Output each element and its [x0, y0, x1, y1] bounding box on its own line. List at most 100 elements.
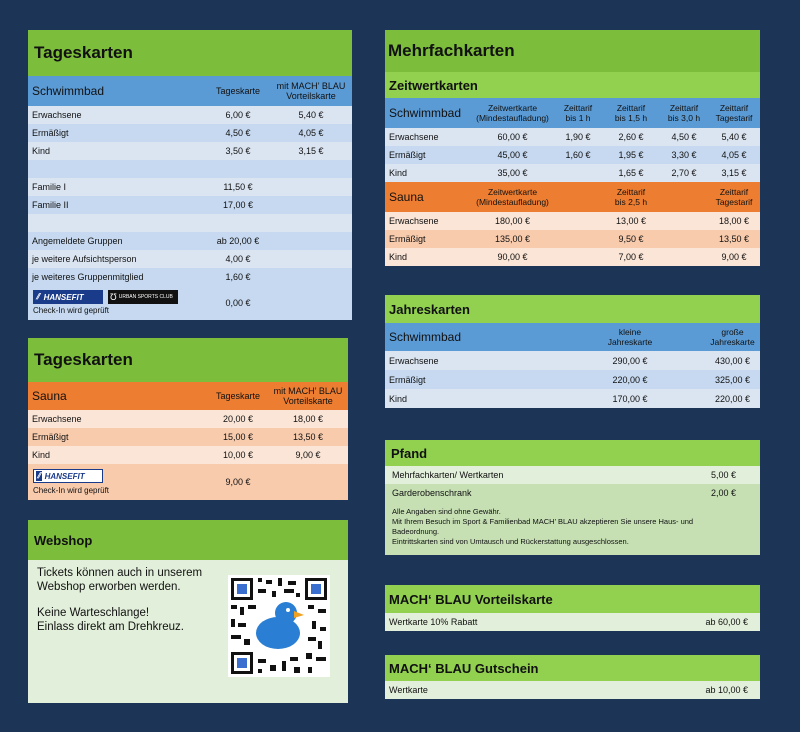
row-label: Familie II: [32, 200, 69, 210]
vorteilskarte-panel: MACH‘ BLAU Vorteilskarte Wertkarte 10% R…: [385, 585, 760, 631]
webshop-line2: Webshop erworben werden.: [37, 581, 181, 593]
hansefit-icon: ⫽: [36, 292, 40, 301]
price-row: Kind 3,50 € 3,15 €: [28, 142, 352, 160]
price-row: Erwachsene 180,00 € 13,00 € 18,00 €: [385, 212, 760, 230]
row-value: 180,00 €: [494, 216, 531, 226]
row-tageskarte: 4,50 €: [225, 128, 251, 138]
tageskarten-sauna-title: Tageskarten: [28, 338, 348, 382]
price-row: Garderobenschrank 2,00 €: [385, 484, 760, 502]
row-label: Angemeldete Gruppen: [32, 236, 123, 246]
price-row: Ermäßigt 135,00 € 9,50 € 13,50 €: [385, 230, 760, 248]
qr-code-icon[interactable]: [228, 575, 330, 677]
price-row: Kind 10,00 € 9,00 €: [28, 446, 348, 464]
row-label: Kind: [389, 393, 408, 404]
sauna-header-label: Sauna: [32, 389, 67, 403]
row-kleine: 290,00 €: [612, 355, 648, 366]
row-value: 13,50 €: [718, 234, 750, 244]
pfand-note4: Eintrittskarten sind von Umtausch und Rü…: [392, 537, 629, 546]
webshop-line1: Tickets können auch in unserem: [37, 567, 203, 579]
price-row: Kind 35,00 € 1,65 € 2,70 € 3,15 €: [385, 164, 760, 182]
gutschein-label: Wertkarte: [389, 685, 428, 695]
hansefit-logo: ⫽ HANSEFIT: [33, 290, 103, 304]
price-row: je weitere Aufsichtsperson 4,00 €: [28, 250, 352, 268]
col-grosse: große Jahreskarte: [710, 327, 755, 347]
row-tageskarte: 1,60 €: [225, 272, 251, 282]
row-label: Familie I: [32, 182, 67, 192]
schwimmbad-header-row: Schwimmbad Tageskarte mit MACH’ BLAU Vort…: [28, 76, 352, 106]
schwimmbad-rows: Erwachsene 6,00 € 5,40 € Ermäßigt 4,50 € 4,05…: [28, 106, 352, 286]
vorteilskarte-row: Wertkarte 10% Rabatt ab 60,00 €: [385, 613, 760, 631]
mehrfach-sauna-label: Sauna: [389, 190, 424, 204]
row-tageskarte: ab 20,00 €: [216, 236, 260, 246]
col-zeittarif-15h: Zeittarif bis 1,5 h: [614, 103, 648, 123]
col-tagestarif: Zeittarif Tagestarif: [715, 187, 753, 207]
price-row: Erwachsene 20,00 € 18,00 €: [28, 410, 348, 428]
schwimmbad-header-label: Schwimmbad: [32, 84, 105, 98]
pfand-notes: Alle Angaben sind ohne Gewähr. Mit Ihrem…: [385, 502, 760, 552]
vorteilskarte-title: MACH‘ BLAU Vorteilskarte: [385, 585, 760, 613]
row-value: 1,90 €: [565, 132, 591, 142]
vorteilskarte-value: ab 60,00 €: [705, 617, 748, 627]
row-tageskarte: 10,00 €: [222, 450, 254, 460]
col-kleine: kleine Jahreskarte: [607, 327, 653, 347]
sauna-rows: Erwachsene 20,00 € 18,00 € Ermäßigt 15,00 € 1…: [28, 410, 348, 464]
row-tageskarte: 3,50 €: [225, 146, 251, 156]
gutschein-row: Wertkarte ab 10,00 €: [385, 681, 760, 699]
jahreskarten-title: Jahreskarten: [385, 295, 760, 323]
price-row: Familie II 17,00 €: [28, 196, 352, 214]
mehrfach-schwimmbad-label: Schwimmbad: [389, 106, 462, 120]
gutschein-title: MACH‘ BLAU Gutschein: [385, 655, 760, 681]
row-value: 90,00 €: [497, 252, 528, 262]
col-zeittarif-25h: Zeittarif bis 2,5 h: [614, 187, 648, 207]
price-row: je weiteres Gruppenmitglied 1,60 €: [28, 268, 352, 286]
row-tageskarte: 4,00 €: [225, 254, 251, 264]
checkin-note: Check-In wird geprüft: [33, 486, 110, 495]
vorteilskarte-label: Wertkarte 10% Rabatt: [389, 617, 478, 627]
row-label: Kind: [389, 252, 408, 262]
duck-icon: [256, 602, 304, 649]
webshop-title: Webshop: [28, 520, 348, 560]
row-label: Mehrfachkarten/ Wertkarten: [392, 470, 504, 480]
price-row: Familie I 11,50 €: [28, 178, 352, 196]
price-row: Ermäßigt 220,00 € 325,00 €: [385, 370, 760, 389]
price-row: Kind 170,00 € 220,00 €: [385, 389, 760, 408]
row-tageskarte: 20,00 €: [222, 414, 254, 424]
sauna-header-row: Sauna Tageskarte mit MACH’ BLAU Vorteilsk…: [28, 382, 348, 410]
pfand-note1: Alle Angaben sind ohne Gewähr.: [392, 507, 501, 516]
row-value: 1,95 €: [618, 150, 644, 160]
pfand-note3: Badeordnung.: [392, 527, 440, 536]
zeitwertkarten-subtitle: Zeitwertkarten: [385, 72, 760, 98]
pfand-rows: Mehrfachkarten/ Wertkarten 5,00 € Garderob…: [385, 466, 760, 502]
tageskarten-schwimmbad-title: Tageskarten: [28, 30, 352, 76]
row-tageskarte: 6,00 €: [225, 110, 251, 120]
checkin-note: Check-In wird geprüft: [33, 306, 110, 315]
row-value: 135,00 €: [494, 234, 531, 244]
row-label: Ermäßigt: [32, 128, 69, 138]
price-row: Erwachsene 6,00 € 5,40 €: [28, 106, 352, 124]
price-row: Mehrfachkarten/ Wertkarten 5,00 €: [385, 466, 760, 484]
jahreskarten-header: Schwimmbad kleine Jahreskarte große Jahres…: [385, 323, 760, 351]
row-vorteilskarte: 13,50 €: [292, 432, 324, 442]
row-value: 5,40 €: [721, 132, 747, 142]
webshop-line4: Einlass direkt am Drehkreuz.: [37, 621, 184, 633]
row-label: Kind: [389, 168, 408, 178]
col-vorteilskarte: mit MACH’ BLAU Vorteilskarte: [276, 81, 346, 101]
jahreskarten-header-label: Schwimmbad: [389, 330, 462, 344]
price-row: Erwachsene 290,00 € 430,00 €: [385, 351, 760, 370]
row-value: 35,00 €: [497, 168, 528, 178]
hansefit-icon: ⫽: [36, 471, 42, 481]
row-value: 2,60 €: [618, 132, 644, 142]
col-tagestarif: Zeittarif Tagestarif: [715, 103, 753, 123]
col-zeitwertkarte: Zeitwertkarte (Mindestaufladung): [476, 103, 549, 123]
jahreskarten-rows: Erwachsene 290,00 € 430,00 € Ermäßigt 220,00…: [385, 351, 760, 408]
row-label: je weitere Aufsichtsperson: [32, 254, 137, 264]
usc-icon: Ʊ: [110, 292, 117, 302]
row-value: 9,00 €: [721, 252, 747, 262]
col-tageskarte: Tageskarte: [215, 86, 261, 96]
hansefit-logo: ⫽ HANSEFIT: [33, 469, 103, 483]
mehrfach-sauna-rows: Erwachsene 180,00 € 13,00 € 18,00 € Ermäßigt…: [385, 212, 760, 266]
pfand-panel: Pfand Mehrfachkarten/ Wertkarten 5,00 € Ga…: [385, 440, 760, 555]
mehrfach-schwimmbad-header: Schwimmbad Zeitwertkarte (Mindestaufladun…: [385, 98, 760, 128]
row-label: Ermäßigt: [389, 234, 426, 244]
pfand-title: Pfand: [385, 440, 760, 466]
